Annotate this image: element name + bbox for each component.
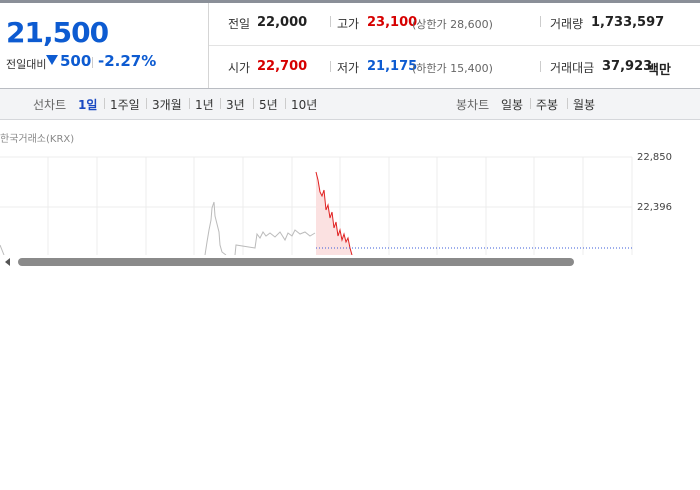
tab[interactable]: 주봉 [536, 98, 559, 112]
tab[interactable]: 5년 [259, 98, 278, 112]
down-arrow [46, 55, 58, 65]
price: 21,500 [6, 16, 109, 49]
stat-value: 21,175 [367, 59, 418, 74]
separator [530, 98, 531, 109]
stat-label: 저가 [337, 61, 360, 75]
separator [146, 98, 147, 109]
price-area [316, 172, 352, 255]
stat-value: 22,700 [257, 59, 308, 74]
y-tick-label: 22,850 [637, 152, 672, 163]
toolbar [0, 88, 700, 120]
separator [330, 16, 331, 27]
chart-source: 한국거래소(KRX) [0, 134, 75, 145]
tab[interactable]: 3년 [226, 98, 245, 112]
separator [285, 98, 286, 109]
stat-value: 37,923 [602, 59, 653, 74]
candle-chart-label: 봉차트 [456, 98, 490, 112]
separator [104, 98, 105, 109]
chart: 22,850 22,396 [0, 152, 672, 255]
tab[interactable]: 1주일 [110, 98, 140, 112]
stat-label: 고가 [337, 17, 360, 31]
tab[interactable]: 1년 [195, 98, 214, 112]
stat-unit: 백만 [647, 63, 671, 78]
stat-label: 거래대금 [550, 61, 595, 75]
separator [92, 57, 93, 68]
scroll-thumb[interactable] [18, 258, 574, 266]
stat-value: 1,733,597 [591, 15, 665, 30]
stat-value: 22,000 [257, 15, 308, 30]
separator [220, 98, 221, 109]
top-border [0, 0, 700, 3]
change-rate: -2.27% [98, 52, 157, 70]
stat-note: (하한가 15,400) [412, 62, 493, 75]
separator [540, 61, 541, 72]
tab[interactable]: 3개월 [152, 98, 182, 112]
price-line [0, 244, 5, 255]
tab[interactable]: 10년 [291, 98, 318, 112]
separator [540, 16, 541, 27]
tab[interactable]: 월봉 [573, 98, 596, 112]
price-line [204, 201, 227, 255]
row-divider [209, 45, 700, 46]
stat-label: 거래량 [550, 17, 584, 31]
separator [330, 61, 331, 72]
tab[interactable]: 일봉 [501, 98, 524, 112]
price-line [234, 229, 316, 255]
line-chart-label: 선차트 [33, 98, 67, 112]
stat-label: 시가 [228, 61, 251, 75]
price-line [315, 171, 353, 255]
change-label: 전일대비 [6, 58, 47, 71]
stat-value: 23,100 [367, 15, 418, 30]
tab[interactable]: 1일 [78, 98, 98, 112]
separator [567, 98, 568, 109]
separator [253, 98, 254, 109]
scroll-left-arrow[interactable] [5, 258, 10, 266]
change: 500 [60, 52, 92, 70]
separator [189, 98, 190, 109]
stat-note: (상한가 28,600) [412, 18, 493, 31]
stat-label: 전일 [228, 17, 251, 31]
y-tick-label: 22,396 [637, 202, 672, 213]
